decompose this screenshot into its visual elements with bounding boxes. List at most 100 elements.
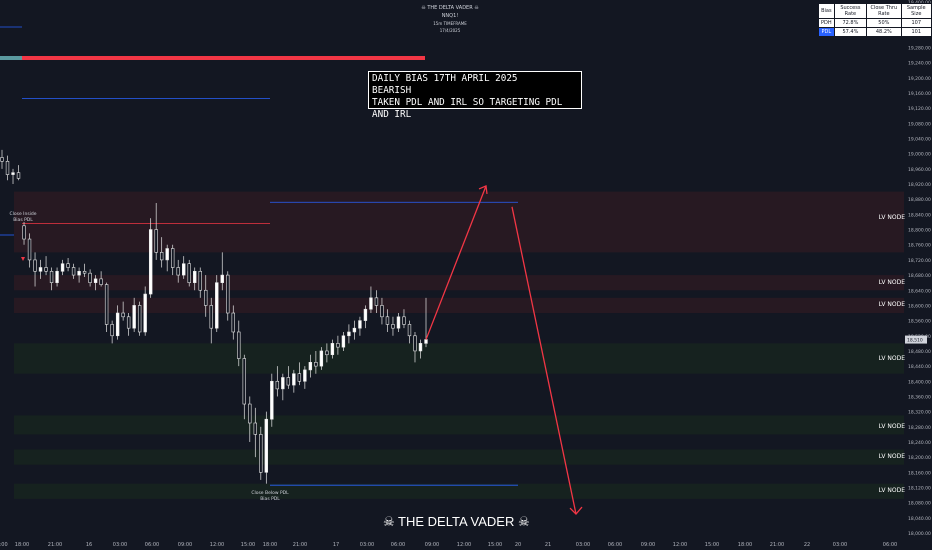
candle — [99, 271, 103, 287]
price-tag — [905, 335, 927, 344]
y-tick-label: 19,200.00 — [908, 76, 931, 82]
bull-body — [93, 278, 98, 283]
bull-body — [352, 327, 357, 333]
lv-node-label: LV NODE — [878, 354, 905, 362]
y-tick-label: 18,400.00 — [908, 379, 931, 385]
bull-body — [38, 267, 43, 272]
x-tick-label: 21:00 — [293, 542, 307, 548]
candle — [38, 259, 43, 279]
candle — [88, 269, 92, 287]
lv-node-label: LV NODE — [878, 453, 905, 461]
candle — [336, 335, 340, 355]
teal-bar — [0, 56, 22, 60]
y-tick-label: 19,120.00 — [908, 106, 931, 112]
candle — [363, 305, 368, 329]
bull-body — [60, 263, 65, 272]
candle — [132, 297, 136, 332]
candle — [204, 275, 208, 317]
bull-body — [363, 308, 368, 321]
y-tick-label: 18,440.00 — [908, 364, 931, 370]
bull-body — [11, 172, 15, 175]
candle — [171, 244, 175, 276]
candle — [126, 313, 131, 336]
red-bar — [22, 56, 425, 60]
candle — [297, 362, 302, 386]
bear-body — [66, 263, 70, 268]
bear-body — [16, 172, 21, 179]
x-tick-label: 21:00 — [770, 542, 784, 548]
y-tick-label: 18,200.00 — [908, 455, 931, 461]
candle — [231, 305, 235, 340]
liquidity-zones — [14, 191, 904, 499]
projection-arrows — [425, 185, 583, 515]
bull-body — [143, 293, 147, 333]
price-tag-label: 18,510 — [907, 338, 923, 344]
bear-body — [0, 157, 4, 162]
symbol-label: NNQ1! — [441, 13, 459, 19]
candle — [402, 309, 406, 329]
bull-body — [132, 305, 136, 329]
candle — [5, 155, 10, 181]
bull-body — [264, 418, 269, 473]
bear-body — [253, 422, 257, 435]
price-axis: 19,400.0019,360.0019,320.0019,280.0019,2… — [905, 0, 931, 537]
candle — [281, 373, 285, 401]
bear-body — [71, 267, 76, 276]
x-tick-label: 18:00 — [738, 542, 752, 548]
candle — [413, 331, 417, 363]
x-tick-label: 15:00 — [705, 542, 719, 548]
candle — [49, 267, 54, 291]
y-tick-label: 18,160.00 — [908, 470, 931, 476]
x-tick-label: 09:00 — [425, 542, 439, 548]
lv-node-label: LV NODE — [878, 278, 905, 286]
y-tick-label: 19,000.00 — [908, 152, 931, 158]
bull-body — [418, 343, 423, 352]
candle — [11, 168, 15, 185]
price-levels — [0, 26, 518, 486]
candle — [242, 354, 246, 420]
lv-node-label: LV NODE — [878, 487, 905, 495]
candle — [314, 350, 318, 374]
candle — [82, 263, 87, 277]
y-tick-label: 18,800.00 — [908, 228, 931, 234]
bear-body — [198, 270, 202, 291]
bull-body — [270, 380, 274, 420]
zone-green — [14, 483, 904, 499]
bull-body — [220, 274, 224, 283]
x-tick-label: 12:00 — [673, 542, 687, 548]
candle — [369, 286, 373, 314]
candle — [325, 343, 329, 363]
candle — [22, 221, 26, 245]
bull-body — [182, 263, 186, 276]
bull-body — [347, 331, 351, 337]
bear-body — [27, 238, 32, 261]
time-axis: 6:00 18:00 21:00 16 03:00 06:00 09:00 12:00 15:0… — [0, 542, 897, 548]
zone-green — [14, 343, 904, 374]
candle — [33, 252, 37, 287]
x-tick-label: 15:00 — [488, 542, 502, 548]
x-tick-label: 20 — [515, 542, 521, 548]
bear-body — [154, 229, 158, 253]
bear-body — [99, 278, 103, 285]
lv-node-label: LV NODE — [878, 422, 905, 430]
bear-body — [248, 403, 252, 424]
bear-body — [137, 305, 142, 333]
stats-row-pdh: PDH 72.8% 50% 107 — [818, 18, 932, 28]
candle — [341, 331, 346, 351]
x-tick-label: 03:00 — [360, 542, 374, 548]
candle — [55, 267, 59, 287]
candle — [220, 252, 224, 291]
stats-table: Bias Success Rate Close Thru Rate Sample… — [818, 3, 932, 37]
stats-header: Bias — [818, 3, 835, 19]
x-tick-label: 12:00 — [457, 542, 471, 548]
candle — [237, 320, 241, 367]
x-tick-label: 06:00 — [145, 542, 159, 548]
candle — [319, 347, 324, 370]
bear-body — [110, 324, 114, 337]
y-tick-label: 18,920.00 — [908, 182, 931, 188]
x-tick-label: 09:00 — [641, 542, 655, 548]
bear-body — [88, 272, 92, 283]
candle — [347, 324, 351, 344]
y-tick-label: 18,960.00 — [908, 167, 931, 173]
